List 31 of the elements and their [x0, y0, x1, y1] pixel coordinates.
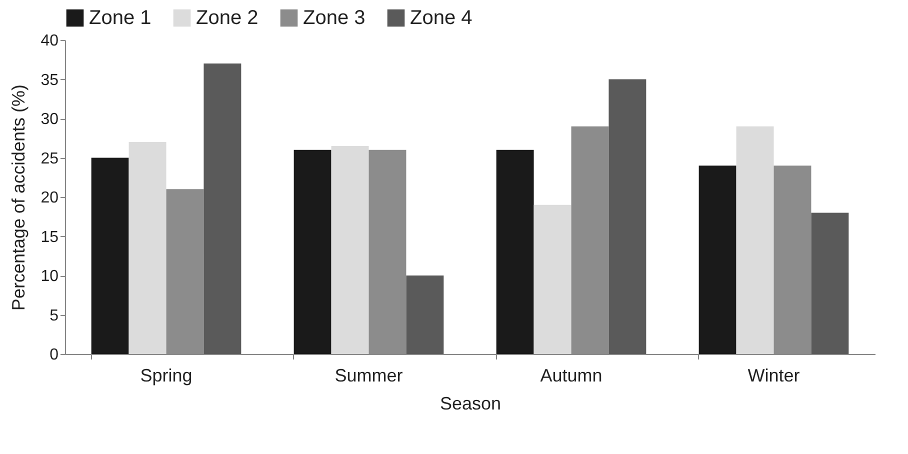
bar [608, 79, 646, 354]
y-tick-label: 5 [50, 307, 59, 324]
legend-label: Zone 2 [196, 7, 258, 29]
bar [91, 158, 129, 354]
bar [294, 150, 332, 354]
y-tick-label: 35 [40, 72, 59, 89]
y-tick-label: 0 [50, 346, 59, 364]
x-tick-label: Autumn [540, 366, 602, 386]
y-tick-label: 40 [40, 32, 59, 50]
x-tick-label: Winter [748, 366, 800, 386]
bar [736, 126, 774, 354]
y-tick-label: 10 [40, 268, 59, 285]
x-tick-label: Spring [140, 366, 192, 386]
bar [496, 150, 534, 354]
bar [331, 146, 369, 354]
bar [698, 166, 736, 354]
bar [811, 212, 849, 354]
y-tick-label: 20 [40, 190, 59, 206]
y-tick-label: 30 [40, 111, 59, 128]
y-axis-title: Percentage of accidents (%) [8, 84, 29, 311]
y-tick-label: 25 [40, 150, 59, 168]
y-tick-label: 15 [40, 228, 59, 246]
bar [406, 276, 444, 354]
bar [128, 142, 166, 354]
legend-label: Zone 1 [89, 7, 152, 29]
x-axis-title: Season [440, 394, 502, 414]
bar [534, 204, 572, 354]
legend-label: Zone 4 [410, 7, 472, 29]
legend-label: Zone 3 [303, 7, 366, 29]
x-tick-label: Summer [334, 366, 403, 386]
bar [204, 64, 242, 354]
